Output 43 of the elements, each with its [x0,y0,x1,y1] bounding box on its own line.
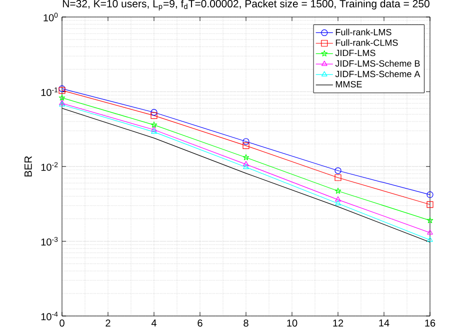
x-tick-label: 14 [379,320,390,326]
legend-label: MMSE [336,81,362,88]
legend-label: Full-rank-CLMS [336,39,398,46]
x-tick-label: 12 [333,320,344,327]
legend-label: JIDF-LMS-Scheme A [335,70,420,78]
x-tick-label: 0 [60,320,64,327]
point [335,200,341,206]
point [243,164,249,169]
point [151,126,157,132]
y-tick-label: 10$^{-2}$ [41,162,58,171]
y-tick-label: 10$^{-1}$ [41,87,58,96]
point [426,217,434,224]
point [427,236,433,242]
point [242,154,250,160]
y-tick-label: 10$^{-4}$ [41,312,58,320]
chart-title: N=32, K=10 users, L$_{p}$=9, f$_{d}$T=0.00002, Packet size = 1500, Training data = 250 [62,0,430,10]
point [426,191,434,198]
x-tick-label: 10 [287,320,298,327]
point [334,167,342,174]
y-axis-title: BER [24,156,32,176]
y-tick-label: 10$^{0}$ [44,12,58,22]
point [150,112,158,119]
point [242,138,250,145]
point [334,174,342,181]
point [150,109,158,116]
point [427,229,433,235]
x-tick-label: 2 [106,320,110,327]
legend-label: Full-rank-LMS [336,28,392,36]
point [334,188,342,194]
x-tick-label: 4 [151,320,156,326]
legend-label: JIDF-LMS-Scheme B [335,60,420,67]
y-tick-label: 10$^{-3}$ [41,236,58,246]
point [151,128,157,134]
x-tick-label: 8 [244,320,248,327]
point [243,161,249,166]
legend-label: JIDF-LMS [335,50,376,56]
x-tick-label: 6 [198,320,202,327]
point [242,142,250,149]
point [58,94,66,101]
point [426,201,434,208]
point [335,196,341,202]
x-tick-label: 16 [425,320,436,327]
point [150,122,158,128]
